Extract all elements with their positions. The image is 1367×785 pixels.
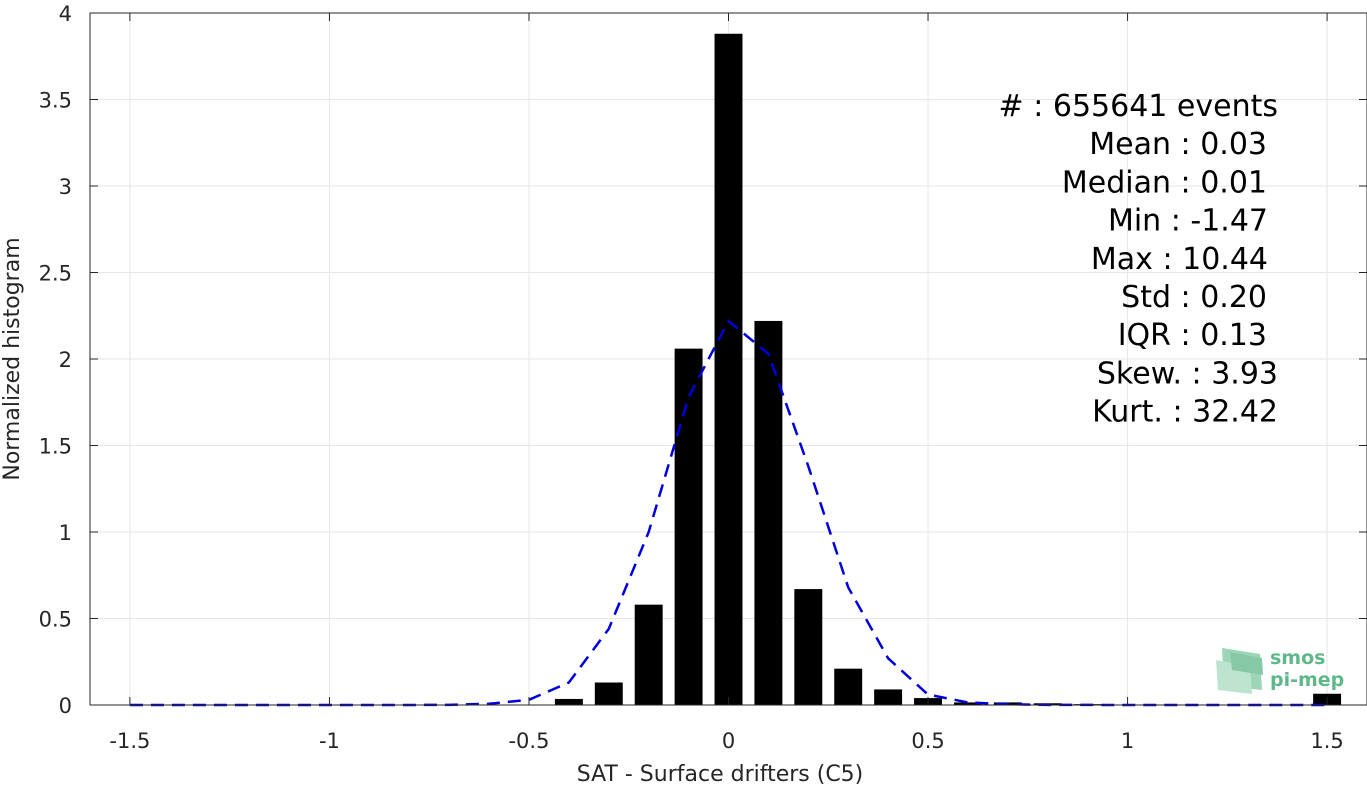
y-tick-label: 2 xyxy=(59,348,72,372)
y-axis-ticks: 0 0.5 1 1.5 2 2.5 3 3.5 4 xyxy=(39,2,1367,718)
histogram-bar xyxy=(953,702,982,705)
x-tick-label: -1 xyxy=(319,729,340,753)
logo-mark-icon xyxy=(1216,648,1263,694)
x-tick-label: 1 xyxy=(1121,729,1134,753)
y-tick-label: 3.5 xyxy=(39,89,72,113)
histogram-bar xyxy=(554,698,583,705)
y-tick-label: 1 xyxy=(59,521,72,545)
histogram-bar xyxy=(594,682,623,705)
histogram-bars xyxy=(515,33,1342,705)
stats-line: Min : -1.47 xyxy=(1108,204,1268,239)
x-axis-label: SAT - Surface drifters (C5) xyxy=(577,762,864,785)
smos-pi-mep-logo: smos pi-mep xyxy=(1216,647,1344,694)
y-tick-label: 1.5 xyxy=(39,435,72,459)
histogram-bar xyxy=(754,320,783,705)
x-tick-label: -1.5 xyxy=(109,729,150,753)
x-axis-ticks: -1.5 -1 -0.5 0 0.5 1 1.5 xyxy=(109,13,1344,753)
histogram-bar xyxy=(634,604,663,705)
stats-line: Mean : 0.03 xyxy=(1089,127,1267,162)
x-tick-label: 0 xyxy=(722,729,735,753)
histogram-bar xyxy=(874,689,903,705)
y-tick-label: 3 xyxy=(59,175,72,199)
x-tick-label: 1.5 xyxy=(1310,729,1343,753)
stats-line: IQR : 0.13 xyxy=(1118,318,1267,353)
stats-line: Skew. : 3.93 xyxy=(1097,356,1278,391)
y-tick-label: 2.5 xyxy=(39,262,72,286)
histogram-bar xyxy=(714,33,743,705)
stats-line: Max : 10.44 xyxy=(1091,242,1268,277)
y-tick-label: 0 xyxy=(59,694,72,718)
stats-line: Std : 0.20 xyxy=(1121,280,1267,315)
x-tick-label: 0.5 xyxy=(911,729,944,753)
y-tick-label: 0.5 xyxy=(39,608,72,632)
logo-text-pi-mep: pi-mep xyxy=(1270,669,1344,691)
y-axis-label: Normalized histogram xyxy=(0,237,25,480)
stats-line: Median : 0.01 xyxy=(1062,165,1267,200)
histogram-bar xyxy=(794,589,823,705)
x-tick-label: -0.5 xyxy=(508,729,549,753)
stats-line: Kurt. : 32.42 xyxy=(1092,395,1278,430)
y-tick-label: 4 xyxy=(59,2,72,26)
histogram-bar xyxy=(674,348,703,705)
histogram-bar xyxy=(834,668,863,705)
stats-line: # : 655641 events xyxy=(999,89,1278,124)
logo-text-smos: smos xyxy=(1270,647,1325,669)
